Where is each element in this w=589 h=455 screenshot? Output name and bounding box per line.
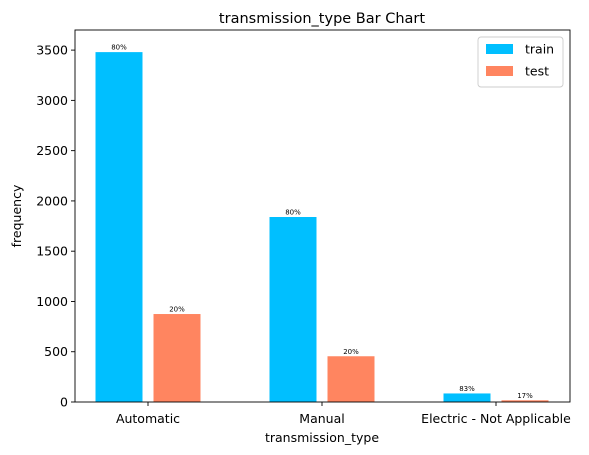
- y-tick-label: 0: [60, 395, 68, 410]
- y-tick-label: 3500: [36, 43, 68, 58]
- bar-label-test-0: 20%: [169, 306, 185, 314]
- bar-label-train-1: 80%: [285, 209, 301, 217]
- legend-label-train: train: [525, 42, 554, 57]
- x-tick-label: Manual: [299, 411, 344, 426]
- y-tick-label: 1500: [36, 244, 68, 259]
- bar-label-train-0: 80%: [111, 44, 127, 52]
- y-tick-label: 2000: [36, 193, 68, 208]
- legend-label-test: test: [525, 64, 549, 79]
- bar-test-1: [327, 356, 375, 402]
- y-axis-title: frequency: [9, 184, 24, 247]
- plot-area: 0 500 1000 1500 2000 2500 3000 3500 80% 80% 83% 20%…: [36, 43, 571, 426]
- x-tick-label: Electric - Not Applicable: [421, 411, 571, 426]
- bar-train-0: [95, 52, 143, 402]
- bar-label-test-1: 20%: [343, 348, 359, 356]
- legend-swatch-train: [486, 44, 513, 54]
- chart-title: transmission_type Bar Chart: [219, 11, 425, 27]
- bar-test-0: [153, 314, 201, 402]
- bar-test-2: [501, 400, 549, 402]
- legend-swatch-test: [486, 66, 513, 76]
- y-tick-label: 3000: [36, 93, 68, 108]
- plot-frame: [74, 29, 571, 403]
- x-tick-label: Automatic: [116, 411, 180, 426]
- x-axis-title: transmission_type: [265, 430, 379, 445]
- bar-label-train-2: 83%: [459, 385, 475, 393]
- y-tick-label: 2500: [36, 143, 68, 158]
- y-tick-label: 500: [44, 344, 68, 359]
- bar-label-test-2: 17%: [517, 392, 533, 400]
- legend: train test: [477, 36, 564, 88]
- bar-train-1: [269, 217, 317, 402]
- bar-train-2: [443, 393, 491, 402]
- y-tick-label: 1000: [36, 294, 68, 309]
